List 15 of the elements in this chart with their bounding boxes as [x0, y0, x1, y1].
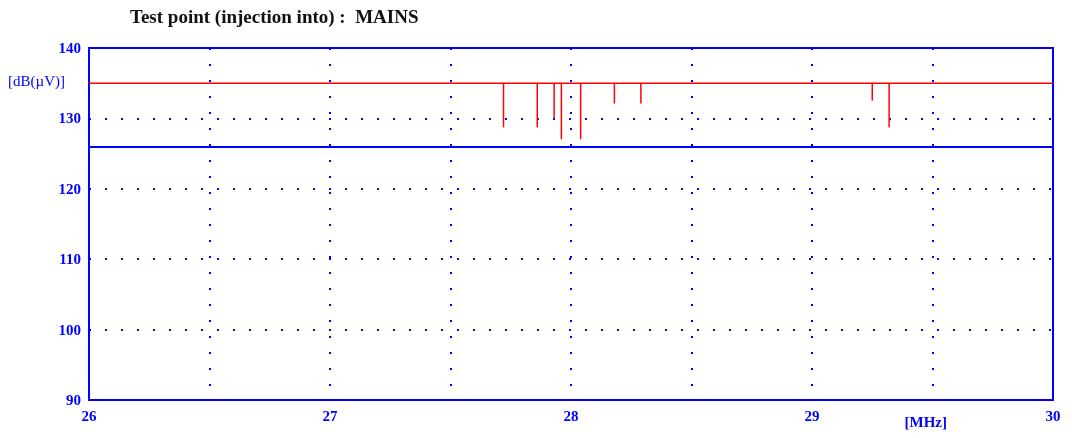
- line-series: [88, 82, 1054, 140]
- y-tick-label: 100: [58, 321, 81, 338]
- chart-title: Test point (injection into) : MAINS: [130, 6, 419, 28]
- x-tick-label: 28: [563, 407, 579, 424]
- y-axis-title: [dB(µV)]: [8, 72, 65, 90]
- x-axis-title: [MHz]: [904, 413, 947, 430]
- y-tick-label: 90: [66, 392, 81, 408]
- y-tick-label: 130: [58, 110, 81, 127]
- x-tick-label: 26: [81, 407, 97, 424]
- x-tick-label: 29: [804, 407, 820, 424]
- y-tick-label: 120: [58, 180, 81, 197]
- x-tick-label: 27: [322, 407, 338, 424]
- y-tick-label: 110: [59, 251, 81, 268]
- x-tick-label: 30: [1045, 407, 1061, 424]
- y-tick-label: 140: [58, 40, 81, 56]
